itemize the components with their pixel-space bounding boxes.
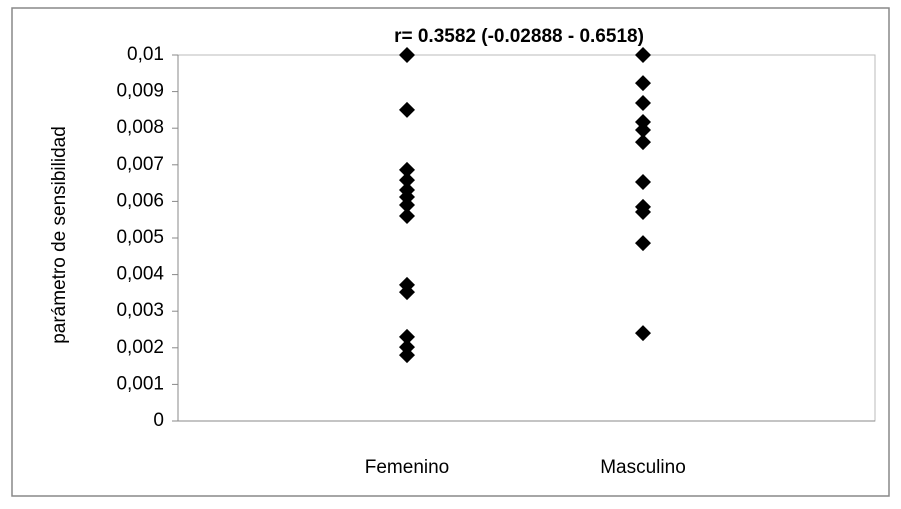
y-tick-label: 0,009 bbox=[116, 81, 164, 102]
y-tick-label: 0,008 bbox=[116, 117, 164, 138]
data-point bbox=[399, 47, 415, 63]
data-point bbox=[635, 134, 651, 151]
data-point bbox=[635, 235, 651, 252]
data-point bbox=[635, 113, 651, 130]
data-point bbox=[635, 75, 651, 92]
data-point bbox=[635, 325, 651, 342]
data-point bbox=[399, 284, 415, 301]
chart-border bbox=[11, 7, 890, 497]
y-tick-label: 0,007 bbox=[116, 154, 164, 175]
data-point bbox=[635, 122, 651, 139]
data-point bbox=[399, 172, 415, 189]
y-tick-label: 0,003 bbox=[116, 300, 164, 321]
data-point bbox=[399, 161, 415, 178]
data-point bbox=[635, 174, 651, 191]
y-tick-label: 0,002 bbox=[116, 337, 164, 358]
data-point bbox=[399, 328, 415, 345]
y-tick-label: 0,005 bbox=[116, 227, 164, 248]
data-point bbox=[635, 204, 651, 221]
x-tick-label: Masculino bbox=[600, 457, 686, 478]
data-point bbox=[399, 197, 415, 214]
x-tick-label: Femenino bbox=[365, 457, 450, 478]
data-point bbox=[399, 208, 415, 225]
data-point bbox=[635, 94, 651, 111]
y-tick-label: 0 bbox=[153, 410, 164, 431]
data-point bbox=[399, 101, 415, 118]
data-point bbox=[399, 189, 415, 206]
y-tick-label: 0,001 bbox=[116, 373, 164, 394]
y-axis-label: parámetro de sensibilidad bbox=[49, 126, 70, 344]
y-tick-label: 0,01 bbox=[127, 44, 164, 65]
y-tick-label: 0,006 bbox=[116, 190, 164, 211]
data-point bbox=[399, 347, 415, 364]
chart-title: r= 0.3582 (-0.02888 - 0.6518) bbox=[394, 26, 644, 47]
data-point bbox=[399, 339, 415, 356]
y-tick-label: 0,004 bbox=[116, 264, 164, 285]
data-point bbox=[635, 47, 651, 63]
